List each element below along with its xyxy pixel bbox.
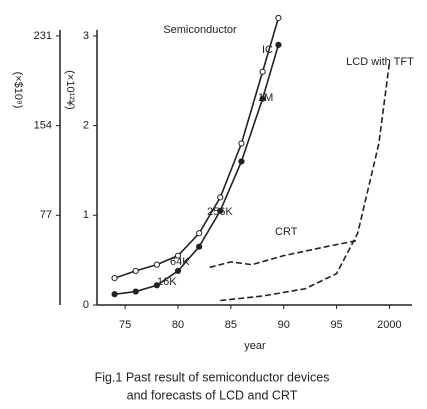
series-line xyxy=(209,239,358,269)
series-label: LCD with TFT xyxy=(346,56,414,68)
point xyxy=(132,288,139,295)
y-tick-label: 2 xyxy=(83,120,89,132)
x-tick-label: 95 xyxy=(330,319,342,331)
point xyxy=(132,267,139,275)
annotation: 64K xyxy=(170,256,190,268)
y-tick-label: 3 xyxy=(83,30,89,42)
point xyxy=(275,41,282,48)
annotation: 256K xyxy=(207,206,233,218)
point xyxy=(259,68,266,75)
point xyxy=(174,252,182,259)
point xyxy=(217,194,224,201)
point xyxy=(153,261,160,268)
annotation: 16K xyxy=(157,276,177,288)
series-line xyxy=(114,44,280,296)
point xyxy=(111,291,118,298)
series-label: Semiconductor xyxy=(163,24,237,36)
x-tick-label: 80 xyxy=(172,319,184,331)
x-axis-label: year xyxy=(244,340,266,352)
x-tick-label: 2000 xyxy=(377,319,401,331)
caption: Fig.1 Past result of semiconductor devic… xyxy=(95,370,330,384)
x-tick-label: 75 xyxy=(119,319,131,331)
x-tick-label: 85 xyxy=(225,319,237,331)
point xyxy=(196,230,203,237)
point xyxy=(259,95,266,102)
point xyxy=(275,14,282,22)
y-tick-label: 1 xyxy=(83,209,89,221)
series-line xyxy=(114,17,280,279)
y2-tick-label: 231 xyxy=(34,30,52,42)
caption: and forecasts of LCD and CRT xyxy=(127,388,298,402)
point xyxy=(174,267,182,275)
series-label: IC xyxy=(262,44,273,56)
y2-tick-label: 77 xyxy=(40,209,52,221)
y2-tick-label: 154 xyxy=(34,120,52,132)
annotation: 1M xyxy=(258,92,273,104)
series-label: CRT xyxy=(275,226,298,238)
y-tick-label: 0 xyxy=(83,299,89,311)
point xyxy=(217,207,224,214)
series-line xyxy=(220,62,391,302)
point xyxy=(153,282,160,289)
point xyxy=(196,243,203,250)
point xyxy=(238,140,245,147)
x-tick-label: 90 xyxy=(278,319,290,331)
point xyxy=(111,274,118,282)
y-axis-label: (×10¹²¥) xyxy=(64,70,76,109)
point xyxy=(238,158,245,165)
y2-axis-label: (×$10⁹) xyxy=(12,72,24,109)
